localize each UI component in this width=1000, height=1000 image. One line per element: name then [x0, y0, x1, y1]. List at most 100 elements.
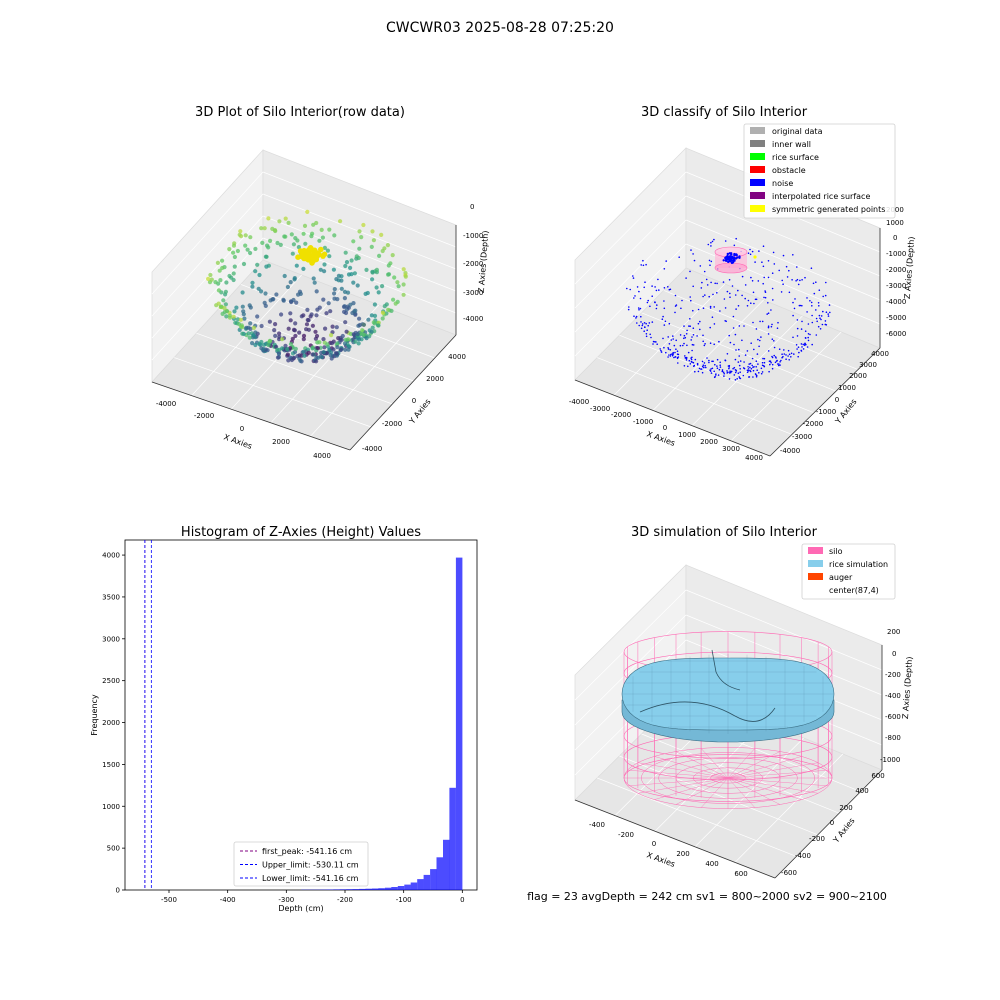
raw-data-point — [306, 327, 311, 332]
classify-noise-point — [750, 276, 752, 279]
classify-gridline — [574, 219, 687, 333]
raw-data-point — [344, 260, 350, 265]
sim-z-tick: -600 — [885, 713, 901, 721]
raw-y-axis-line — [349, 334, 457, 451]
classify-noise-point — [652, 343, 654, 345]
classify-noise-point — [701, 365, 704, 368]
classify-noise-point — [723, 372, 725, 375]
raw-data-point — [231, 271, 236, 276]
raw-data-point — [282, 234, 287, 239]
raw-data-point — [322, 245, 327, 250]
raw-data-point — [351, 280, 356, 285]
classify-noise-point — [787, 355, 789, 357]
sim-gridlines — [574, 589, 883, 863]
raw-data-point — [382, 246, 387, 251]
raw-data-point — [343, 250, 348, 255]
classify-noise-point — [770, 361, 772, 364]
raw-data-point — [304, 322, 310, 327]
classify-noise-point — [669, 349, 672, 351]
raw-data-point — [343, 337, 348, 342]
classify-noise-point — [728, 367, 730, 370]
silo-floor-spoke — [727, 777, 829, 787]
silo-floor-spoke — [637, 777, 729, 794]
classify-noise-point — [763, 365, 766, 368]
sim-y-tick: 400 — [855, 787, 868, 795]
classify-noise-point — [819, 328, 822, 330]
raw-data-point — [348, 302, 353, 307]
raw-y-tick-labels: -4000 -2000 0 2000 4000 — [362, 353, 466, 453]
hist-bar — [397, 886, 405, 890]
raw-data-point — [310, 323, 315, 328]
classify-noise-point — [796, 335, 799, 337]
classify-noise-point — [639, 307, 642, 310]
classify-center-point — [724, 259, 728, 262]
sim-gridline — [597, 777, 797, 857]
classify-noise-point — [697, 370, 700, 373]
classify-noise-point — [812, 282, 815, 285]
classify-noise-point — [722, 371, 725, 374]
raw-data-point — [357, 229, 362, 234]
figure-title: CWCWR03 2025-08-28 07:25:20 — [386, 20, 614, 36]
sim-legend: silo rice simulation auger center(87,4) — [801, 543, 896, 600]
classify-noise-point — [796, 278, 799, 281]
classify-noise-point — [776, 327, 779, 330]
raw-gridline — [151, 237, 264, 361]
classify-noise-point — [692, 309, 694, 312]
classify-noise-point — [713, 323, 716, 325]
classify-noise-point — [734, 333, 737, 336]
classify-legend-swatch — [750, 179, 765, 186]
classify-noise-point — [756, 369, 758, 372]
classify-noise-point — [691, 336, 693, 338]
classify-noise-point — [677, 362, 679, 364]
classify-noise-point — [734, 369, 737, 371]
classify-noise-point — [796, 348, 798, 350]
classify-noise-point — [692, 361, 695, 364]
classify-noise-point — [663, 287, 666, 289]
classify-noise-point — [743, 361, 745, 363]
classify-noise-point — [714, 282, 716, 285]
classify-noise-point — [662, 315, 664, 318]
hist-y-tick-label: 2500 — [102, 677, 120, 685]
raw-data-point — [255, 314, 260, 319]
raw-gridline — [196, 332, 393, 405]
raw-data-point — [396, 284, 401, 289]
raw-data-point — [240, 304, 245, 309]
raw-data-point — [253, 269, 258, 274]
classify-noise-point — [818, 314, 821, 317]
raw-z-axis-label: Z Axies (Depth) — [477, 230, 490, 293]
classify-noise-point — [758, 372, 760, 374]
silo-floor-spoke — [700, 777, 729, 808]
classify-noise-point — [749, 370, 752, 373]
classify-noise-point — [649, 305, 651, 308]
simulation-3d-panel: 3D simulation of Silo Interior -400 -200… — [574, 525, 914, 879]
sim-legend-swatch — [808, 547, 823, 554]
classify-noise-point — [711, 316, 714, 319]
classify-noise-point — [777, 321, 779, 324]
classify-noise-point — [626, 287, 628, 290]
classify-noise-point — [815, 309, 817, 311]
classify-noise-point — [708, 259, 711, 262]
classify-noise-point — [692, 285, 694, 288]
silo-floor-spoke — [727, 748, 756, 779]
classify-noise-point — [663, 324, 666, 326]
classify-noise-point — [737, 372, 740, 375]
classify-noise-point — [760, 336, 762, 338]
raw-data-point — [241, 312, 246, 317]
classify-noise-point — [773, 340, 775, 342]
classify-noise-point — [807, 323, 810, 325]
classify-noise-point — [776, 359, 778, 362]
classify-noise-point — [651, 285, 653, 287]
raw-data-point — [247, 335, 252, 340]
classify-center-point — [727, 257, 731, 260]
hist-bar — [372, 888, 379, 890]
raw-data-point — [277, 334, 282, 339]
raw-data-point — [344, 329, 349, 334]
raw-data-point — [376, 323, 381, 328]
histogram-panel: Histogram of Z-Axies (Height) Values -50… — [90, 525, 478, 913]
raw-data-point — [223, 302, 228, 307]
classify-noise-point — [711, 367, 714, 370]
classify-noise-point — [747, 252, 750, 254]
classify-noise-point — [737, 305, 740, 307]
classify-noise-point — [734, 358, 737, 361]
classify-noise-point — [637, 307, 640, 309]
